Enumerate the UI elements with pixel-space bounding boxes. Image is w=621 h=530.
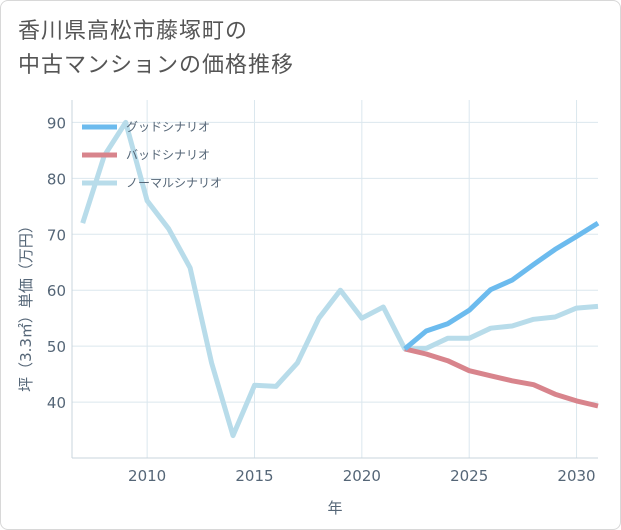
x-tick-label: 2025 [450, 467, 488, 485]
series-line-1 [404, 346, 599, 409]
x-tick-label: 2010 [128, 467, 166, 485]
series-line-2 [80, 119, 599, 439]
y-tick-label: 40 [47, 394, 66, 412]
tick-labels: 2010 2015 2020 2025 2030 40 50 60 70 80 90 [47, 114, 596, 485]
y-tick-label: 60 [47, 282, 66, 300]
x-tick-label: 2015 [235, 467, 273, 485]
x-tick-label: 2030 [557, 467, 595, 485]
legend-label: バッドシナリオ [126, 148, 210, 162]
legend-label: ノーマルシナリオ [126, 176, 222, 190]
legend-label: グッドシナリオ [126, 120, 210, 134]
legend-item-1[interactable]: バッドシナリオ [82, 148, 210, 162]
y-tick-label: 50 [47, 338, 66, 356]
chart-title-line2: 中古マンションの価格推移 [18, 53, 295, 78]
y-axis-label: 坪（3.3㎡）単価（万円） [17, 218, 35, 392]
y-tick-label: 90 [47, 114, 66, 132]
x-axis-label: 年 [327, 499, 342, 517]
y-tick-label: 70 [47, 226, 66, 244]
x-tick-label: 2020 [343, 467, 381, 485]
series-lines [80, 119, 600, 439]
grid [71, 100, 598, 459]
y-tick-label: 80 [47, 170, 66, 188]
chart-title-line1: 香川県高松市藤塚町の [18, 19, 249, 44]
series-line-0 [403, 220, 600, 351]
legend-item-2[interactable]: ノーマルシナリオ [82, 176, 222, 190]
chart-title: 香川県高松市藤塚町の 中古マンションの価格推移 [18, 15, 294, 83]
legend-item-0[interactable]: グッドシナリオ [82, 120, 210, 134]
